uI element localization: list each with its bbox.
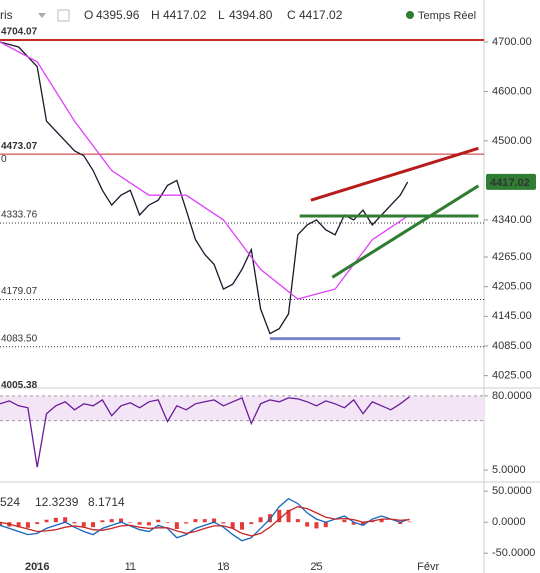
y-tick-label: 4145.00 (492, 310, 532, 322)
y-tick-label: 5.0000 (492, 464, 526, 476)
histogram-bar (295, 519, 300, 523)
series-line (0, 497, 410, 542)
trendline (331, 184, 480, 279)
histogram-bar (128, 522, 133, 523)
y-tick-label: 4340.00 (492, 214, 532, 226)
price-level-sublabel: 0 (1, 154, 7, 165)
high-value: 4417.02 (163, 8, 207, 22)
close-value: 4417.02 (299, 8, 343, 22)
histogram-bar (361, 522, 365, 526)
histogram-bar (25, 522, 30, 528)
high-label: H (151, 8, 160, 22)
series-line (0, 506, 410, 537)
histogram-bar (286, 509, 291, 523)
histogram-bar (202, 519, 207, 523)
y-tick-label: 0.0000 (492, 516, 526, 528)
dropdown-icon[interactable] (38, 13, 46, 18)
histogram-bar (379, 519, 384, 523)
histogram-bar (109, 519, 114, 523)
y-tick-label: 4265.00 (492, 251, 532, 263)
y-tick-label: 4025.00 (492, 370, 532, 382)
price-level-label: 4704.07 (1, 27, 38, 38)
histogram-bar (119, 518, 123, 523)
open-label: O (84, 8, 93, 22)
histogram-bar (81, 522, 86, 527)
last-price-badge (486, 173, 536, 190)
low-label: L (218, 8, 225, 22)
y-tick-label: 4500.00 (492, 135, 532, 147)
histogram-bar (184, 522, 189, 524)
histogram-bar (137, 522, 142, 525)
y-tick-label: 80.0000 (492, 390, 532, 402)
y-tick-label: 4205.00 (492, 281, 532, 293)
histogram-bar (72, 522, 77, 524)
y-tick-label: 4085.00 (492, 340, 532, 352)
series-line (0, 41, 410, 300)
histogram-bar (16, 522, 21, 528)
histogram-bar (351, 522, 356, 525)
histogram-bar (342, 519, 347, 523)
histogram-bar (0, 522, 2, 526)
legend-entry: 12.3239 (35, 495, 79, 509)
status: Temps Réel (418, 10, 476, 22)
histogram-bar (314, 522, 319, 529)
price-level-label: 4005.38 (1, 380, 38, 391)
histogram-bar (323, 522, 328, 528)
open-value: 4395.96 (96, 8, 140, 22)
y-tick-label: 50.0000 (492, 485, 532, 497)
legend-entry: 8.1714 (88, 495, 125, 509)
symbol: ris (0, 8, 13, 22)
histogram-bar (91, 522, 96, 528)
histogram-bar (193, 519, 198, 523)
histogram-bar (398, 522, 403, 525)
histogram-bar (305, 522, 310, 527)
histogram-bar (407, 521, 412, 523)
x-tick-label: 11 (125, 561, 136, 573)
low-value: 4394.80 (229, 8, 273, 22)
x-tick-label: 25 (310, 561, 322, 573)
close-label: C (287, 8, 296, 22)
histogram-bar (156, 519, 161, 523)
histogram-bar (249, 522, 254, 525)
price-level-label: 4179.07 (1, 286, 38, 297)
histogram-bar (44, 519, 49, 523)
x-tick-label: Févr (417, 561, 439, 573)
histogram-bar (165, 522, 170, 523)
histogram-bar (35, 522, 40, 525)
histogram-bar (146, 522, 151, 526)
histogram-bar (277, 509, 282, 523)
legend-entry: 524 (0, 495, 20, 509)
trendline (310, 146, 479, 202)
histogram-bar (63, 517, 68, 523)
histogram-bar (100, 520, 105, 523)
series-line (0, 396, 410, 468)
price-level-label: 4473.07 (1, 141, 38, 152)
x-tick-label: 2016 (25, 561, 49, 573)
histogram-bar (258, 517, 263, 523)
histogram-bar (212, 518, 217, 523)
histogram-bar (174, 522, 179, 530)
last-price-label: 4417.02 (490, 177, 530, 189)
y-tick-label: -50.0000 (492, 547, 535, 559)
histogram-bar (221, 522, 226, 524)
histogram-bar (230, 522, 235, 529)
y-tick-label: 4600.00 (492, 85, 532, 97)
status-dot (406, 11, 414, 19)
y-tick-label: 4700.00 (492, 36, 532, 48)
x-tick-label: 18 (217, 561, 229, 573)
settings-icon[interactable] (57, 9, 70, 22)
price-level-label: 4333.76 (1, 210, 38, 221)
histogram-bar (53, 517, 58, 523)
histogram-bar (240, 522, 244, 530)
price-level-label: 4083.50 (1, 333, 38, 344)
rsi-band (0, 395, 484, 421)
